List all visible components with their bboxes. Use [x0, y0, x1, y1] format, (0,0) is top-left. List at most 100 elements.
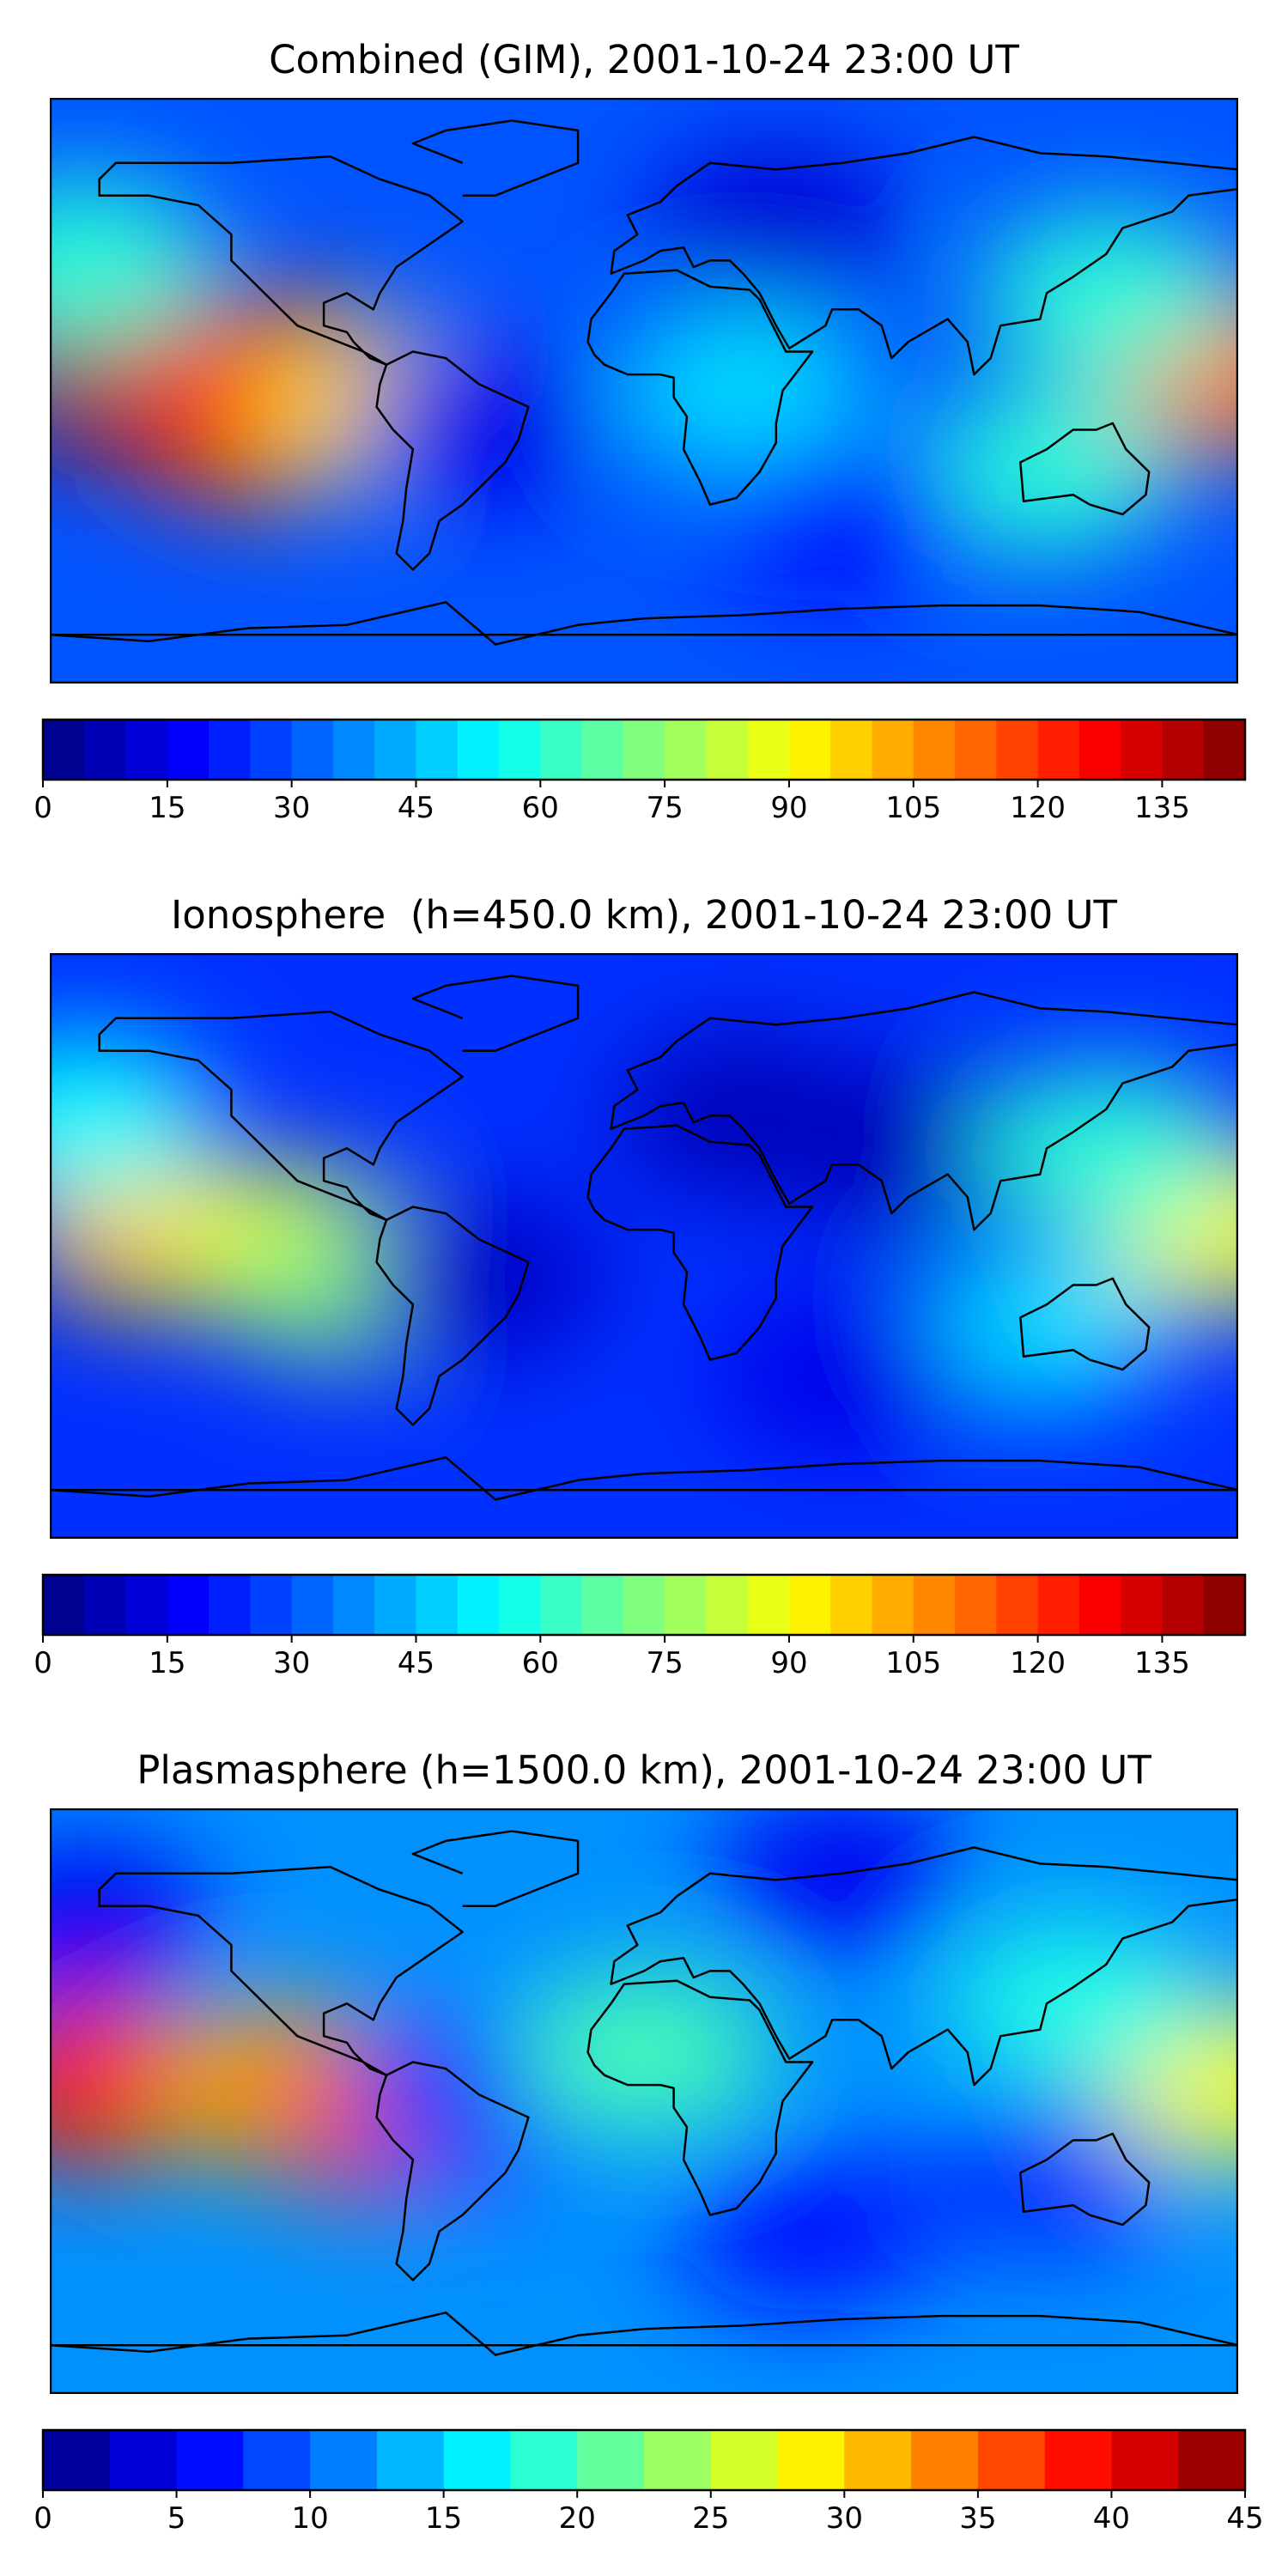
colorbar: 0 15 30 45 60 75 90 105 120 135 — [33, 718, 1247, 825]
colorbar-tick-label: 105 — [885, 791, 941, 825]
colorbar-segment — [665, 1575, 708, 1635]
colorbar-segment — [955, 1575, 997, 1635]
colorbar-frame — [41, 718, 1247, 781]
colorbar-segment — [374, 1575, 417, 1635]
field-blob — [515, 1971, 773, 2135]
colorbar-segment — [581, 1575, 624, 1635]
colorbar-segment — [457, 1575, 500, 1635]
field-blob — [944, 1922, 1202, 2086]
colorbar-tick-label: 90 — [770, 1646, 807, 1680]
colorbar-segment — [250, 1575, 293, 1635]
colorbar-tick-label: 15 — [149, 1646, 185, 1680]
field-blob — [50, 1034, 212, 1198]
field-blob — [911, 1245, 1170, 1409]
colorbar-segment — [291, 720, 334, 780]
colorbar-tick-label: 10 — [291, 2501, 328, 2536]
coastline — [586, 269, 814, 506]
field-blob — [647, 146, 905, 310]
colorbar-tick-label: 0 — [33, 2501, 52, 2536]
colorbar-segment — [996, 1575, 1039, 1635]
colorbar-segment — [125, 720, 168, 780]
colorbar-segment — [577, 2430, 645, 2490]
colorbar-segment — [913, 720, 956, 780]
colorbar-segment — [540, 720, 583, 780]
field-blob — [911, 2100, 1170, 2264]
colorbar-segment — [777, 2430, 845, 2490]
colorbar-segment — [872, 1575, 914, 1635]
colorbar-tick-label: 120 — [1010, 1646, 1066, 1680]
map-frame — [50, 1808, 1238, 2394]
colorbar-tick-label: 75 — [647, 791, 683, 825]
colorbar-segment — [374, 720, 417, 780]
colorbar-tick-label: 60 — [522, 1646, 559, 1680]
colorbar-tick-label: 105 — [885, 1646, 941, 1680]
field-blob — [977, 211, 1236, 375]
colorbar-segment — [376, 2430, 445, 2490]
colorbar-tick-label: 120 — [1010, 791, 1066, 825]
map-frame — [50, 98, 1238, 683]
colorbar-tick-label: 30 — [826, 2501, 863, 2536]
coastline — [610, 136, 1238, 376]
colorbar-segment — [1178, 2430, 1246, 2490]
field-blob — [977, 1066, 1236, 1230]
colorbar-segment — [332, 1575, 375, 1635]
colorbar-segment — [1203, 720, 1246, 780]
coastline — [50, 1456, 1238, 1501]
coastline — [411, 975, 580, 1052]
colorbar-tick-label: 25 — [692, 2501, 729, 2536]
colorbar-segment — [977, 2430, 1046, 2490]
coastline — [411, 1830, 580, 1907]
colorbar-tick-label: 15 — [425, 2501, 462, 2536]
colorbar-segment — [872, 720, 914, 780]
colorbar-segment — [830, 720, 873, 780]
colorbar-segment — [416, 1575, 459, 1635]
colorbar-tick-label: 90 — [770, 791, 807, 825]
colorbar-segment — [665, 720, 708, 780]
colorbar-segment — [706, 720, 749, 780]
colorbar: 0 15 30 45 60 75 90 105 120 135 — [33, 1573, 1247, 1680]
colorbar-tick-label: 20 — [559, 2501, 596, 2536]
coastline — [1019, 1277, 1151, 1371]
colorbar-segment — [167, 720, 210, 780]
coastline — [98, 155, 464, 366]
coastline — [586, 1124, 814, 1361]
coastline — [375, 1206, 530, 1426]
heatmap-map — [50, 1808, 1238, 2394]
colorbar-segment — [747, 1575, 790, 1635]
chart-title: Plasmasphere (h=1500.0 km), 2001-10-24 2… — [137, 1747, 1151, 1793]
coastline — [411, 119, 580, 197]
colorbar-segment — [788, 720, 831, 780]
colorbar-tick-label: 75 — [647, 1646, 683, 1680]
colorbar-tick-label: 30 — [273, 1646, 310, 1680]
coastline — [610, 991, 1238, 1231]
colorbar-segment — [510, 2430, 578, 2490]
colorbar-segment — [1044, 2430, 1113, 2490]
colorbar-tick-label: 15 — [149, 791, 185, 825]
coastline — [98, 1010, 464, 1221]
colorbar-segment — [499, 1575, 541, 1635]
colorbar-segment — [43, 720, 85, 780]
colorbar-segment — [84, 1575, 127, 1635]
colorbar-segment — [540, 1575, 583, 1635]
colorbar-segment — [581, 720, 624, 780]
colorbar-segment — [209, 720, 251, 780]
heatmap-map — [50, 98, 1238, 683]
field-blob — [680, 2149, 939, 2313]
colorbar-tick-label: 5 — [167, 2501, 186, 2536]
colorbar-tick-label: 0 — [33, 1646, 52, 1680]
field-blob — [349, 341, 608, 505]
chart-title: Combined (GIM), 2001-10-24 23:00 UT — [269, 37, 1019, 82]
coastline — [610, 1846, 1238, 2087]
field-blob — [614, 309, 872, 472]
coastline — [98, 1865, 464, 2076]
colorbar-segment — [1078, 720, 1121, 780]
colorbar-segment — [1162, 1575, 1205, 1635]
coastline — [1019, 2132, 1151, 2227]
colorbar-segment — [706, 1575, 749, 1635]
colorbar-segment — [84, 720, 127, 780]
colorbar-segment — [830, 1575, 873, 1635]
colorbar-segment — [167, 1575, 210, 1635]
colorbar-tick-label: 45 — [398, 791, 434, 825]
colorbar-segment — [43, 1575, 85, 1635]
colorbar-segment — [310, 2430, 378, 2490]
